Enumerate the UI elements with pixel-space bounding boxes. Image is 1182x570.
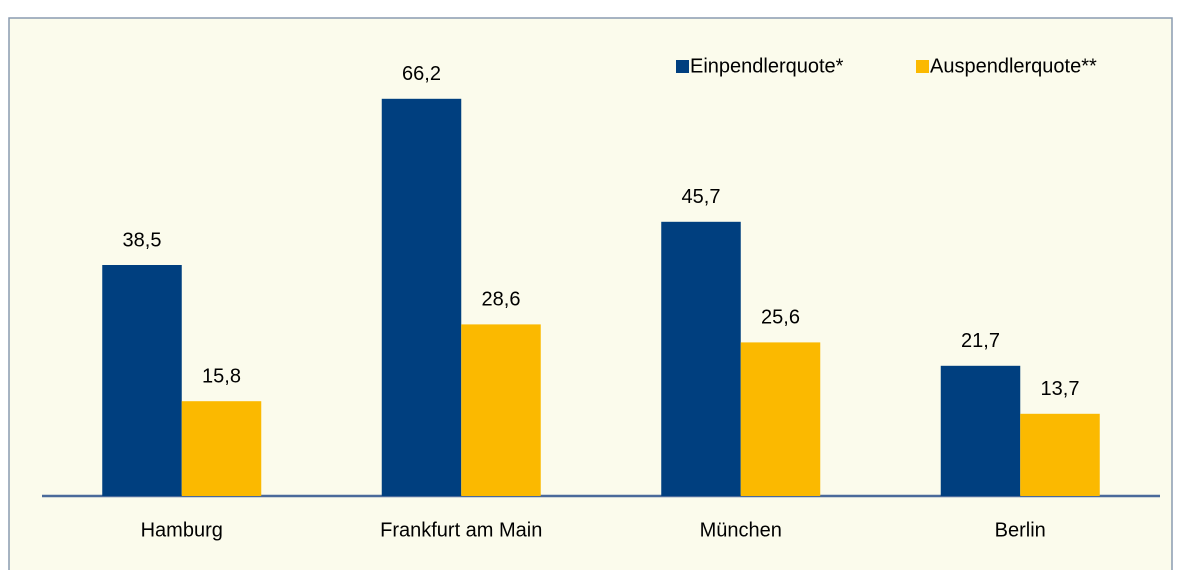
value-label: 21,7 [961,330,1000,352]
value-label: 45,7 [682,186,721,208]
x-tick-label: Frankfurt am Main [380,519,542,541]
legend-swatch [676,60,689,73]
bar [1020,413,1100,496]
bar [181,401,262,496]
value-label: 15,8 [202,365,241,387]
bar [661,221,741,497]
bar [940,365,1021,496]
bar [740,342,821,496]
legend-swatch [916,60,929,73]
value-label: 25,6 [761,307,800,329]
legend-label: Einpendlerquote* [690,55,844,77]
bar [381,98,462,497]
bar [102,265,182,496]
x-tick-label: Hamburg [141,519,223,541]
value-label: 66,2 [402,63,441,85]
value-label: 13,7 [1041,378,1080,400]
bar [461,324,541,496]
x-tick-label: Berlin [995,519,1046,541]
x-tick-label: München [700,519,782,541]
legend-label: Auspendlerquote** [930,55,1097,77]
value-label: 38,5 [123,229,162,251]
value-label: 28,6 [482,289,521,311]
